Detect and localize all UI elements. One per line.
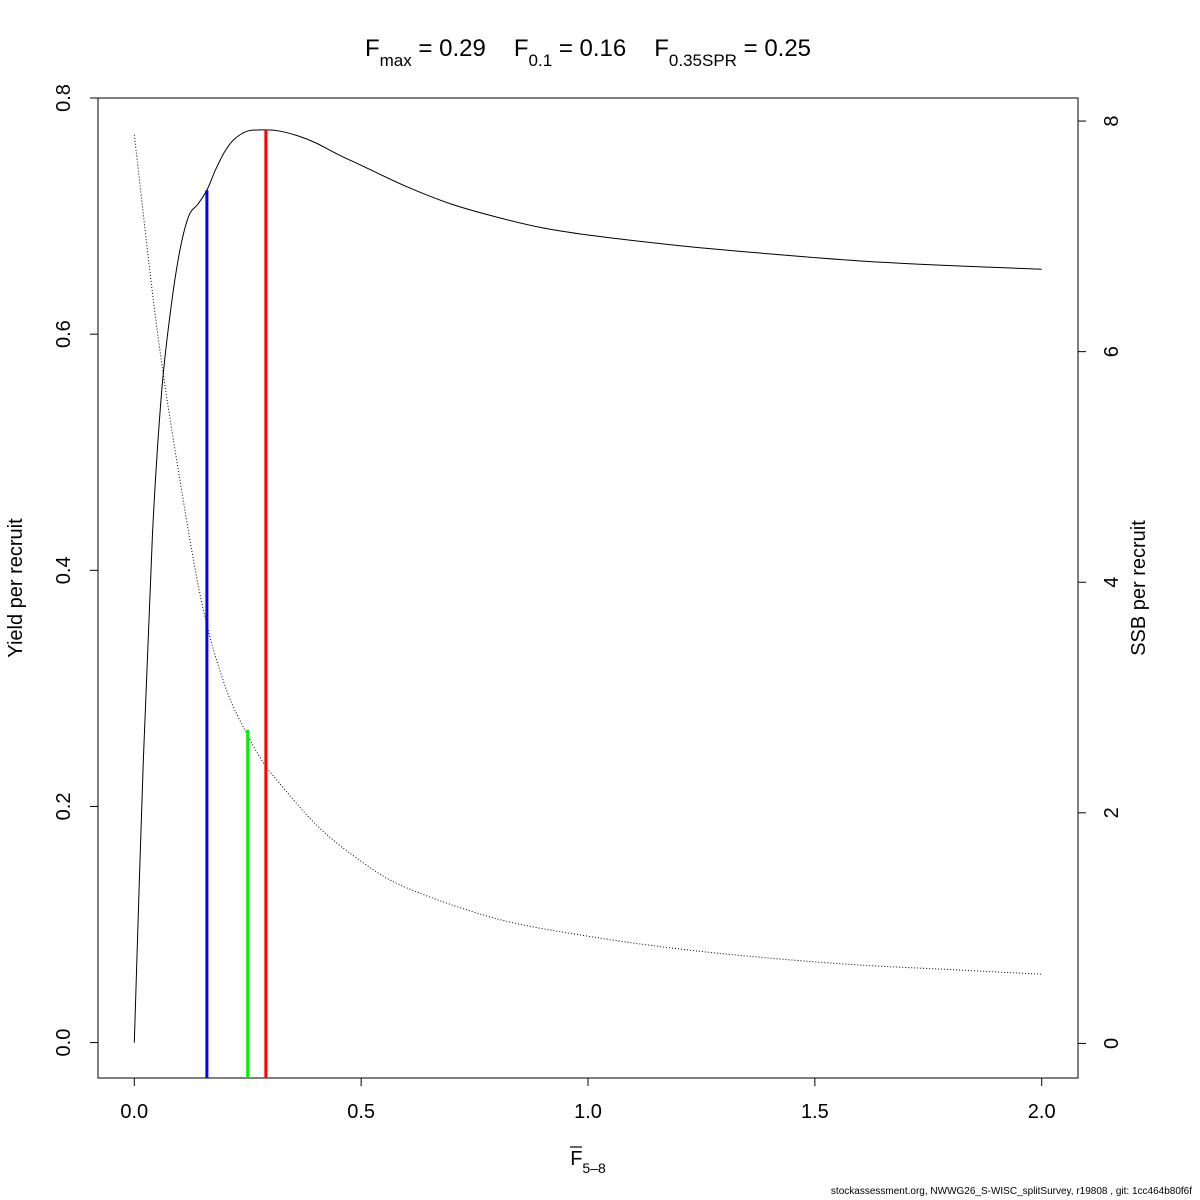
plot-frame bbox=[97, 97, 1079, 1079]
x-axis-label: F5–8 bbox=[570, 1148, 606, 1176]
x-tick-label: 1.5 bbox=[801, 1101, 829, 1123]
y-right-tick-label: 6 bbox=[1101, 346, 1123, 357]
curves bbox=[133, 129, 1042, 1043]
y-right-tick-label: 4 bbox=[1101, 577, 1123, 588]
ssb-per-recruit-line bbox=[133, 134, 1042, 975]
title-f035-sub: 0.35SPR bbox=[669, 51, 737, 70]
yield-per-recruit-line bbox=[133, 129, 1042, 1043]
title-f01-value: 0.16 bbox=[580, 35, 627, 62]
y-right-tick-label: 8 bbox=[1101, 115, 1123, 126]
title-f035-value: 0.25 bbox=[764, 35, 811, 62]
x-tick-label: 0.0 bbox=[120, 1101, 148, 1123]
title-f01-sub: 0.1 bbox=[529, 51, 553, 70]
title-fmax-eq: = bbox=[412, 35, 439, 62]
y-left-tick-label: 0.8 bbox=[53, 84, 75, 112]
x-axis-label-symbol: F bbox=[570, 1148, 582, 1170]
title-f01-eq: = bbox=[552, 35, 579, 62]
y-axis-label-left: Yield per recruit bbox=[5, 518, 27, 658]
y-left-tick-label: 0.4 bbox=[53, 556, 75, 584]
y-axis-label-right: SSB per recruit bbox=[1128, 520, 1150, 656]
y-left-tick-label: 0.6 bbox=[53, 320, 75, 348]
y-right-tick-label: 0 bbox=[1101, 1038, 1123, 1049]
x-tick-label: 2.0 bbox=[1028, 1101, 1056, 1123]
axis-ticks: 0.0 0.5 1.0 1.5 2.0 0.0 0.2 0.4 0.6 0.8 0 2 4 6 8 bbox=[53, 84, 1123, 1123]
reference-lines bbox=[205, 129, 268, 1078]
chart-title: Fmax = 0.29 F0.1 = 0.16 F0.35SPR = 0.25 bbox=[365, 35, 811, 70]
y-left-tick-label: 0.2 bbox=[53, 793, 75, 821]
footer-note: stockassessment.org, NWWG26_S-WISC_split… bbox=[830, 1186, 1192, 1197]
title-fmax-sub: max bbox=[380, 51, 413, 70]
x-tick-label: 1.0 bbox=[574, 1101, 602, 1123]
x-axis-label-sub: 5–8 bbox=[582, 1160, 606, 1176]
y-right-tick-label: 2 bbox=[1101, 807, 1123, 818]
title-f01-symbol: F bbox=[514, 35, 529, 62]
title-fmax-value: 0.29 bbox=[439, 35, 486, 62]
x-tick-label: 0.5 bbox=[347, 1101, 375, 1123]
title-f035-symbol: F bbox=[654, 35, 669, 62]
title-fmax-symbol: F bbox=[365, 35, 380, 62]
title-f035-eq: = bbox=[737, 35, 764, 62]
y-left-tick-label: 0.0 bbox=[53, 1029, 75, 1057]
